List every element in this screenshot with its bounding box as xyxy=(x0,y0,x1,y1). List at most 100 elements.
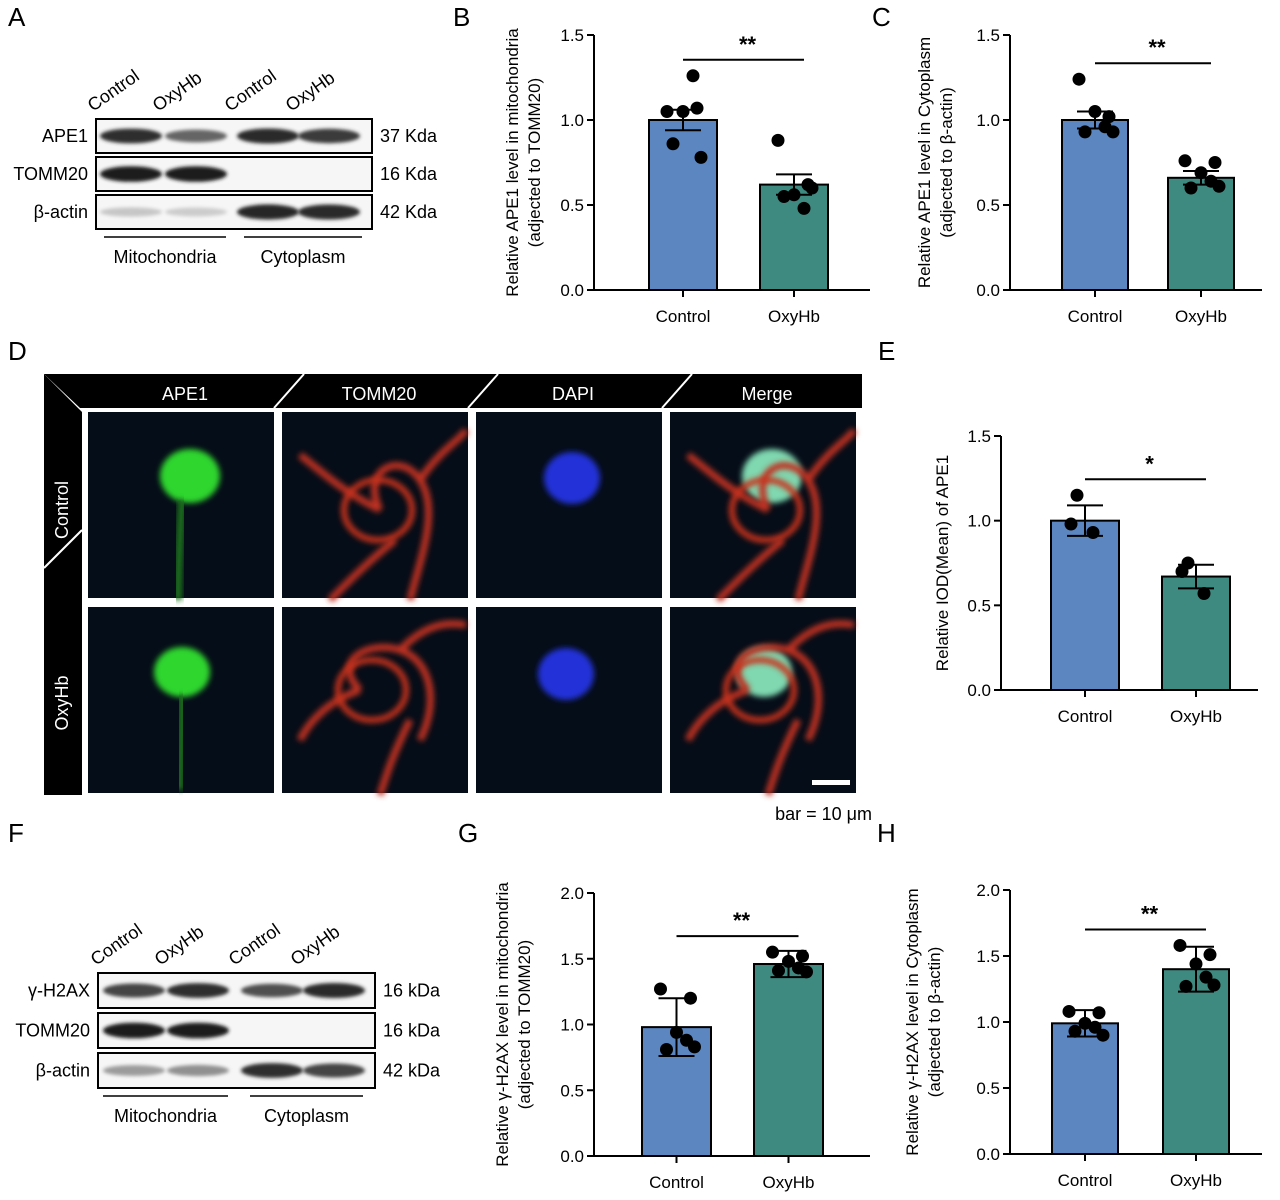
data-point xyxy=(660,1042,673,1056)
y-tick-label: 2.0 xyxy=(976,881,1000,900)
x-tick-label: Control xyxy=(1068,307,1123,326)
panel-label-b: B xyxy=(453,2,470,32)
bar-oxyhb xyxy=(1161,575,1231,692)
data-point xyxy=(787,188,801,202)
data-point xyxy=(1197,586,1211,600)
y-tick-label: 0.5 xyxy=(560,196,584,215)
significance-marker: ** xyxy=(1141,901,1159,926)
micrograph-tile xyxy=(670,607,856,793)
data-point xyxy=(782,954,795,968)
blot-row-label: β-actin xyxy=(36,1061,90,1081)
data-point xyxy=(694,150,708,164)
data-point xyxy=(1175,564,1189,578)
y-tick-label: 1.0 xyxy=(560,111,584,130)
data-point xyxy=(1088,105,1102,118)
y-tick-label: 1.0 xyxy=(560,1016,584,1035)
data-point xyxy=(1064,517,1078,531)
blot-band xyxy=(303,982,365,999)
y-axis-label: Relative γ-H2AX level in mitochondria xyxy=(493,882,512,1167)
y-tick-label: 0.0 xyxy=(560,281,584,300)
data-point xyxy=(805,181,819,195)
panel-label-g: G xyxy=(458,818,478,848)
blot-band xyxy=(100,166,162,182)
header-separator xyxy=(273,373,305,409)
lane-label: Control xyxy=(221,66,280,116)
nucleus-signal xyxy=(154,647,210,697)
x-tick-label: OxyHb xyxy=(768,307,820,326)
lane-label: OxyHb xyxy=(287,921,344,969)
data-point xyxy=(1184,181,1198,195)
lane-label: OxyHb xyxy=(149,67,206,115)
blot-band xyxy=(167,983,229,998)
lane-label: OxyHb xyxy=(282,67,339,115)
data-point xyxy=(1207,978,1221,992)
blot-band xyxy=(237,204,299,220)
data-point xyxy=(1178,154,1192,168)
data-point xyxy=(1189,957,1203,971)
mitochondria-signal xyxy=(296,620,467,797)
data-point xyxy=(688,1040,701,1054)
data-point xyxy=(797,201,811,215)
bar-chart-c: 0.0 0.5 1.0 1.5 Control OxyHb ** Relative APE1 … xyxy=(915,26,1262,326)
header-bar xyxy=(44,374,862,408)
blot-size-label: 16 kDa xyxy=(383,1021,441,1041)
y-tick-label: 1.0 xyxy=(976,1013,1000,1032)
data-point xyxy=(766,945,779,959)
y-tick-label: 1.5 xyxy=(967,427,991,446)
y-tick-label: 1.5 xyxy=(976,26,1000,45)
group-label-mitochondria: Mitochondria xyxy=(113,247,217,267)
y-axis-label: Relative IOD(Mean) of APE1 xyxy=(933,455,952,671)
scale-bar xyxy=(812,780,850,785)
blot-size-label: 42 Kda xyxy=(380,202,438,222)
data-point xyxy=(777,190,791,203)
panel-label-f: F xyxy=(8,818,24,848)
significance-marker: ** xyxy=(1148,35,1166,60)
column-header-merge: Merge xyxy=(741,384,792,404)
row-label-oxyhb: OxyHb xyxy=(52,675,72,730)
bar-chart-e: 0.0 0.5 1.0 1.5 Control OxyHb * Relative IOD(Me… xyxy=(933,427,1258,726)
neurite-signal xyxy=(176,694,186,791)
mitochondria-signal xyxy=(685,427,857,603)
x-tick-label: OxyHb xyxy=(1175,307,1227,326)
micrograph-tile xyxy=(282,607,468,793)
panel-label-a: A xyxy=(8,2,26,32)
y-tick-label: 1.5 xyxy=(560,950,584,969)
group-label-mitochondria: Mitochondria xyxy=(114,1106,218,1126)
data-point xyxy=(1068,1024,1082,1038)
blot-band xyxy=(165,207,227,217)
blot-row-label: APE1 xyxy=(42,126,88,146)
bar-chart-g: 0.0 0.5 1.0 1.5 2.0 Control OxyHb ** Relative γ-… xyxy=(493,882,870,1192)
y-tick-label: 0.0 xyxy=(560,1147,584,1166)
data-point xyxy=(796,949,809,963)
neurite-signal xyxy=(174,499,186,601)
y-axis-label: Relative APE1 level in mitochondria xyxy=(503,28,522,297)
row-label-control: Control xyxy=(52,481,72,539)
y-axis-label-2: (adjected to TOMM20) xyxy=(515,940,534,1109)
group-label-cytoplasm: Cytoplasm xyxy=(260,247,345,267)
y-tick-label: 1.5 xyxy=(976,947,1000,966)
bar-chart-b: 0.0 0.5 1.0 1.5 Control OxyHb ** Relative APE1 … xyxy=(503,26,870,326)
x-tick-label: OxyHb xyxy=(1170,707,1222,726)
data-point xyxy=(666,137,680,151)
data-point xyxy=(1072,72,1086,86)
data-point xyxy=(1199,970,1213,984)
blot-size-label: 37 Kda xyxy=(380,126,438,146)
blot-band xyxy=(241,1063,303,1078)
perinuclear-signal xyxy=(341,477,415,543)
lane-label: Control xyxy=(87,920,146,970)
blot-size-label: 16 kDa xyxy=(383,981,441,1001)
blot-band xyxy=(298,128,360,144)
blot-size-label: 16 Kda xyxy=(380,164,438,184)
blot-row-label: γ-H2AX xyxy=(28,981,90,1001)
y-tick-label: 0.5 xyxy=(976,1079,1000,1098)
column-header-ape1: APE1 xyxy=(162,384,208,404)
perinuclear-signal xyxy=(729,477,803,543)
significance-marker: ** xyxy=(739,32,757,57)
data-point xyxy=(676,105,690,118)
y-tick-label: 1.5 xyxy=(560,26,584,45)
blot-band xyxy=(303,1063,365,1078)
data-point xyxy=(1078,125,1092,139)
blot-band xyxy=(103,1022,165,1039)
mitochondria-signal xyxy=(297,427,469,603)
